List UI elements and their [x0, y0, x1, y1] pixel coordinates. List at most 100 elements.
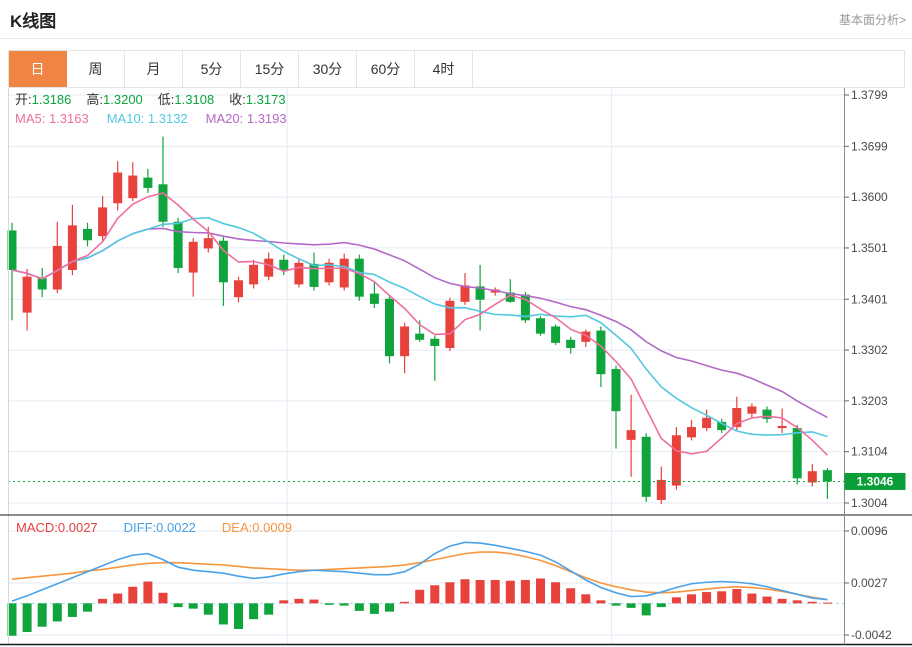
candle-body [747, 406, 757, 414]
y-axis-label: 1.3501 [851, 241, 888, 255]
candle-body [717, 421, 727, 431]
macd-histogram-bar [7, 603, 17, 636]
macd-histogram-bar [732, 589, 742, 604]
candle-body [475, 286, 485, 300]
candle-body [430, 338, 440, 346]
candle-body [415, 333, 425, 340]
current-price-badge-text: 1.3046 [857, 474, 894, 488]
tab-day[interactable]: 日 [9, 51, 67, 87]
macd-histogram-bar [671, 597, 681, 604]
candle-body [309, 263, 319, 287]
y-axis-label: 1.3401 [851, 292, 888, 306]
macd-histogram-bar [400, 601, 410, 604]
candle-body [687, 427, 696, 438]
candle-body [581, 331, 591, 342]
y-axis-label: 0.0027 [851, 576, 888, 590]
macd-histogram-bar [536, 578, 545, 604]
macd-histogram-bar [113, 593, 123, 604]
ma10-line [11, 217, 828, 438]
fundamental-analysis-link[interactable]: 基本面分析> [838, 13, 906, 27]
macd-histogram-bar [430, 585, 440, 604]
macd-histogram-bar [294, 598, 304, 604]
macd-histogram-bar [83, 603, 92, 612]
candle-body [67, 225, 77, 271]
candle-body [369, 293, 379, 304]
candle-body [188, 241, 198, 273]
page-title: K线图 [10, 12, 57, 31]
macd-histogram-bar [566, 588, 576, 604]
y-axis-label: 1.3004 [851, 496, 888, 510]
macd-histogram-bar [777, 598, 787, 604]
candle-body [83, 228, 92, 241]
candle-body [777, 426, 787, 429]
macd-histogram-bar [822, 602, 832, 604]
candle-body [158, 184, 168, 222]
y-axis-label: 1.3600 [851, 190, 888, 204]
kline-chart-canvas[interactable]: 1.3799 1.3699 1.3600 1.3501 1.3401 1.3302 1.32… [0, 88, 912, 647]
candle-body [460, 285, 470, 302]
macd-histogram-bar [656, 603, 666, 608]
candle-body [294, 262, 304, 285]
candle-body [656, 479, 666, 500]
macd-histogram-bar [324, 603, 334, 605]
macd-histogram-bar [279, 600, 289, 604]
current-price-badge [844, 472, 906, 490]
candle-body [113, 172, 123, 204]
candle-body [822, 470, 832, 482]
macd-histogram-bar [415, 589, 425, 604]
candle-body [385, 298, 394, 357]
y-axis-label: 1.3104 [851, 445, 888, 459]
macd-histogram-bar [596, 600, 606, 604]
candle-body [792, 428, 802, 479]
dea-line [11, 551, 828, 601]
candle-body [279, 259, 289, 271]
candle-body [37, 278, 47, 290]
candle-body [173, 221, 183, 268]
macd-histogram-bar [218, 603, 228, 625]
candle-body [611, 369, 621, 412]
tab-month[interactable]: 月 [125, 51, 183, 87]
candle-body [641, 436, 651, 497]
candle-body [671, 435, 681, 486]
macd-histogram-bar [762, 596, 772, 604]
candle-body [143, 177, 153, 188]
candle-body [52, 245, 62, 290]
macd-histogram-bar [641, 603, 651, 616]
header-divider [0, 38, 912, 39]
candle-body [626, 430, 636, 440]
candle-body [400, 326, 410, 357]
macd-histogram-bar [354, 603, 364, 611]
macd-histogram-bar [128, 586, 138, 604]
macd-histogram-bar [67, 603, 77, 617]
candle-body [234, 280, 243, 298]
y-axis-label: 1.3699 [851, 139, 888, 153]
tab-week[interactable]: 周 [67, 51, 125, 87]
macd-histogram-bar [52, 603, 62, 622]
macd-histogram-bar [747, 593, 757, 604]
candle-body [218, 240, 228, 283]
macd-histogram-bar [475, 579, 485, 604]
macd-histogram-bar [581, 594, 591, 604]
tab-5min[interactable]: 5分 [183, 51, 241, 87]
macd-histogram-bar [22, 603, 32, 632]
macd-histogram-bar [792, 600, 802, 604]
candle-body [7, 230, 17, 271]
macd-histogram-bar [143, 581, 153, 604]
macd-histogram-bar [702, 592, 712, 604]
candle-body [128, 175, 138, 199]
macd-histogram-bar [687, 594, 696, 604]
y-axis-label: 1.3203 [851, 394, 888, 408]
macd-histogram-bar [188, 603, 198, 609]
macd-histogram-bar [626, 603, 636, 608]
macd-histogram-bar [717, 591, 727, 604]
tab-30min[interactable]: 30分 [299, 51, 357, 87]
tab-60min[interactable]: 60分 [357, 51, 415, 87]
tab-15min[interactable]: 15分 [241, 51, 299, 87]
candle-body [203, 238, 213, 249]
candle-body [354, 258, 364, 297]
macd-histogram-bar [309, 599, 319, 604]
macd-histogram-bar [203, 603, 213, 615]
candle-body [445, 300, 455, 349]
tab-4hour[interactable]: 4时 [415, 51, 473, 87]
period-tab-bar: 日 周 月 5分 15分 30分 60分 4时 [8, 50, 905, 88]
